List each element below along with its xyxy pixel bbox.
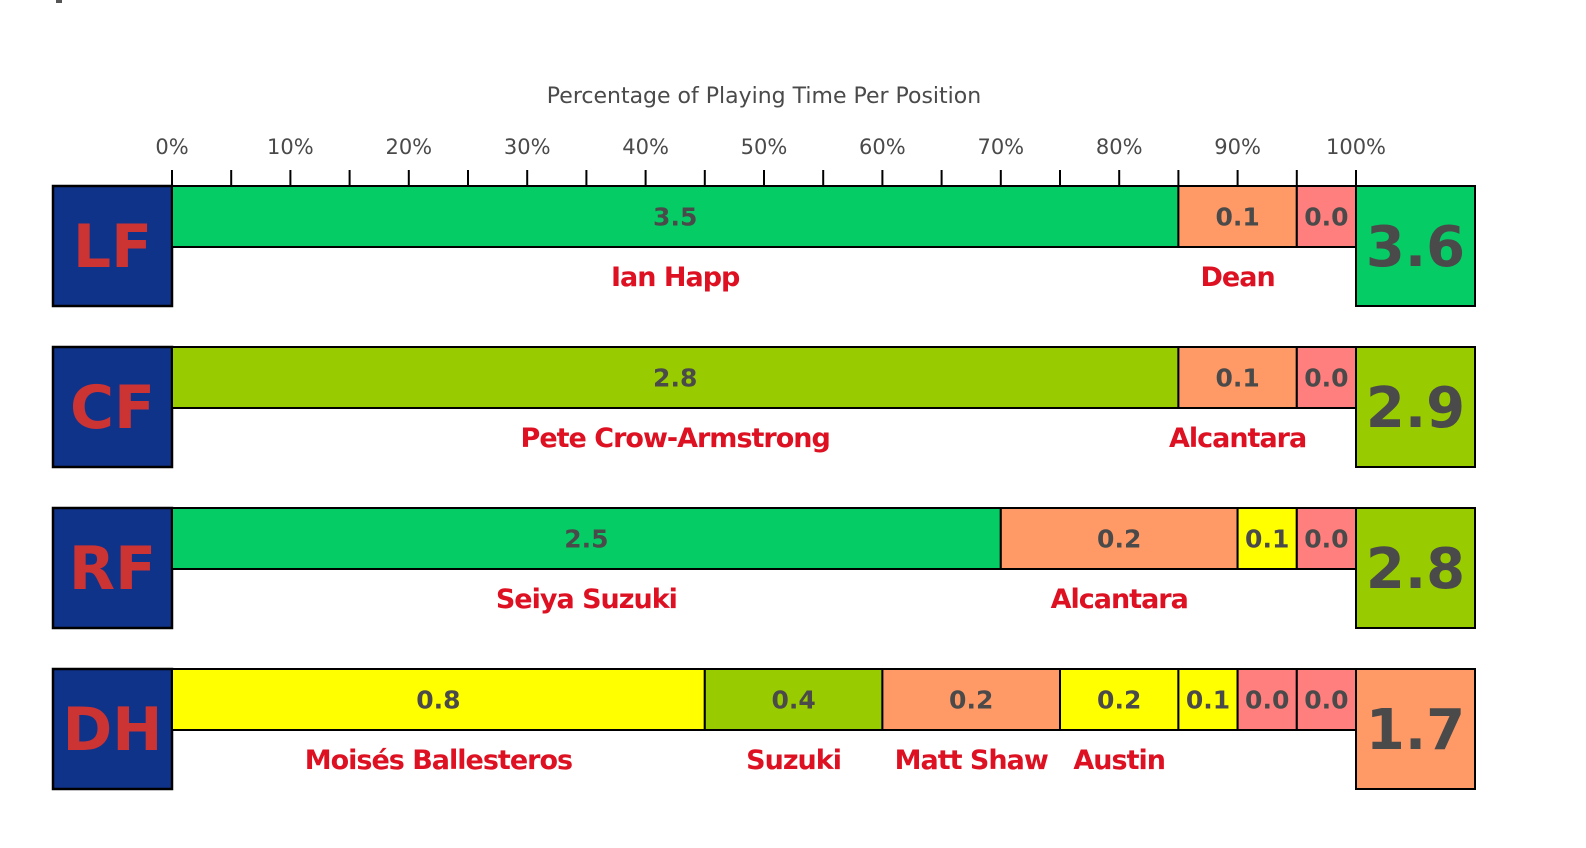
player-name: Alcantara (1051, 584, 1188, 615)
x-tick-label: 50% (741, 135, 788, 159)
player-name: Pete Crow-Armstrong (521, 423, 830, 454)
position-row-lf: LF 3.5 Ian Happ 0.1 Dean 0.0 3.6 (51, 184, 1476, 308)
player-name: Matt Shaw (895, 745, 1048, 776)
bar-segment (703, 668, 884, 731)
segment-value: 3.5 (653, 203, 697, 232)
total-box (1355, 346, 1476, 468)
segment-value: 0.1 (1186, 686, 1230, 715)
position-label: DH (62, 695, 162, 765)
total-value: 2.8 (1366, 537, 1465, 602)
total-box (1355, 185, 1476, 307)
x-tick-label: 100% (1326, 135, 1386, 159)
bar-segment (1059, 668, 1180, 731)
x-tick-label: 80% (1096, 135, 1143, 159)
segment-value: 0.0 (1304, 525, 1348, 554)
segment-value: 2.8 (653, 364, 697, 393)
segment-value: 0.1 (1215, 203, 1259, 232)
segment-value: 0.1 (1215, 364, 1259, 393)
segment-value: 0.1 (1245, 525, 1289, 554)
x-axis: 0% 10% 20% 30% 40% 50% 60% 70% 80% 90% 100% (155, 135, 1386, 186)
segment-value: 0.4 (771, 686, 815, 715)
segment-value: 0.0 (1304, 364, 1348, 393)
x-tick-label: 40% (622, 135, 669, 159)
x-tick-label: 20% (385, 135, 432, 159)
player-name: Suzuki (746, 745, 841, 776)
position-label: LF (73, 212, 152, 282)
x-tick-label: 60% (859, 135, 906, 159)
player-name: Alcantara (1169, 423, 1306, 454)
bar-segment (1177, 185, 1298, 248)
bar-segment (1295, 346, 1358, 409)
x-tick-label: 0% (155, 135, 188, 159)
position-rows: LF 3.5 Ian Happ 0.1 Dean 0.0 3.6 CF 2.8 Pete Crow… (51, 184, 1476, 791)
position-label: CF (70, 373, 155, 443)
x-tick-label: 10% (267, 135, 314, 159)
bar-segment (881, 668, 1062, 731)
position-badge (51, 667, 174, 791)
total-value: 1.7 (1366, 698, 1465, 763)
segment-value: 0.0 (1245, 686, 1289, 715)
x-tick-label: 30% (504, 135, 551, 159)
player-name: Seiya Suzuki (496, 584, 677, 615)
bar-segment (1177, 668, 1239, 731)
player-name: Dean (1201, 262, 1275, 293)
total-value: 3.6 (1366, 215, 1465, 280)
position-badge (51, 345, 174, 469)
segment-value: 0.0 (1304, 203, 1348, 232)
x-tick-label: 70% (977, 135, 1024, 159)
position-label: RF (69, 534, 156, 604)
position-badge (51, 506, 174, 630)
segment-value: 0.0 (1304, 686, 1348, 715)
player-name: Moisés Ballesteros (305, 745, 572, 776)
chart-title: Percentage of Playing Time Per Position (547, 84, 981, 109)
bar-segment (171, 507, 1002, 570)
position-row-cf: CF 2.8 Pete Crow-Armstrong 0.1 Alcantara 0.0 2… (51, 345, 1476, 469)
total-box (1355, 668, 1476, 790)
segment-value: 0.2 (949, 686, 993, 715)
segment-value: 0.2 (1097, 686, 1141, 715)
position-row-rf: RF 2.5 Seiya Suzuki 0.2 Alcantara 0.1 0.0 2.8 (51, 506, 1476, 630)
player-name: Ian Happ (611, 262, 740, 293)
corner-mark (56, 0, 62, 3)
bar-segment (1177, 346, 1298, 409)
player-name: Austin (1073, 745, 1165, 776)
bar-segment (1295, 507, 1358, 570)
segment-value: 2.5 (564, 525, 608, 554)
segment-value: 0.2 (1097, 525, 1141, 554)
position-row-dh: DH 0.8 Moisés Ballesteros 0.4 Suzuki 0.2 Matt … (51, 667, 1476, 791)
bar-segment (1236, 507, 1298, 570)
bar-segment (1236, 668, 1298, 731)
bar-segment (999, 507, 1239, 570)
x-tick-label: 90% (1214, 135, 1261, 159)
total-box (1355, 507, 1476, 629)
bar-segment (1295, 185, 1358, 248)
bar-segment (1295, 668, 1358, 731)
segment-value: 0.8 (416, 686, 460, 715)
total-value: 2.9 (1366, 376, 1465, 441)
